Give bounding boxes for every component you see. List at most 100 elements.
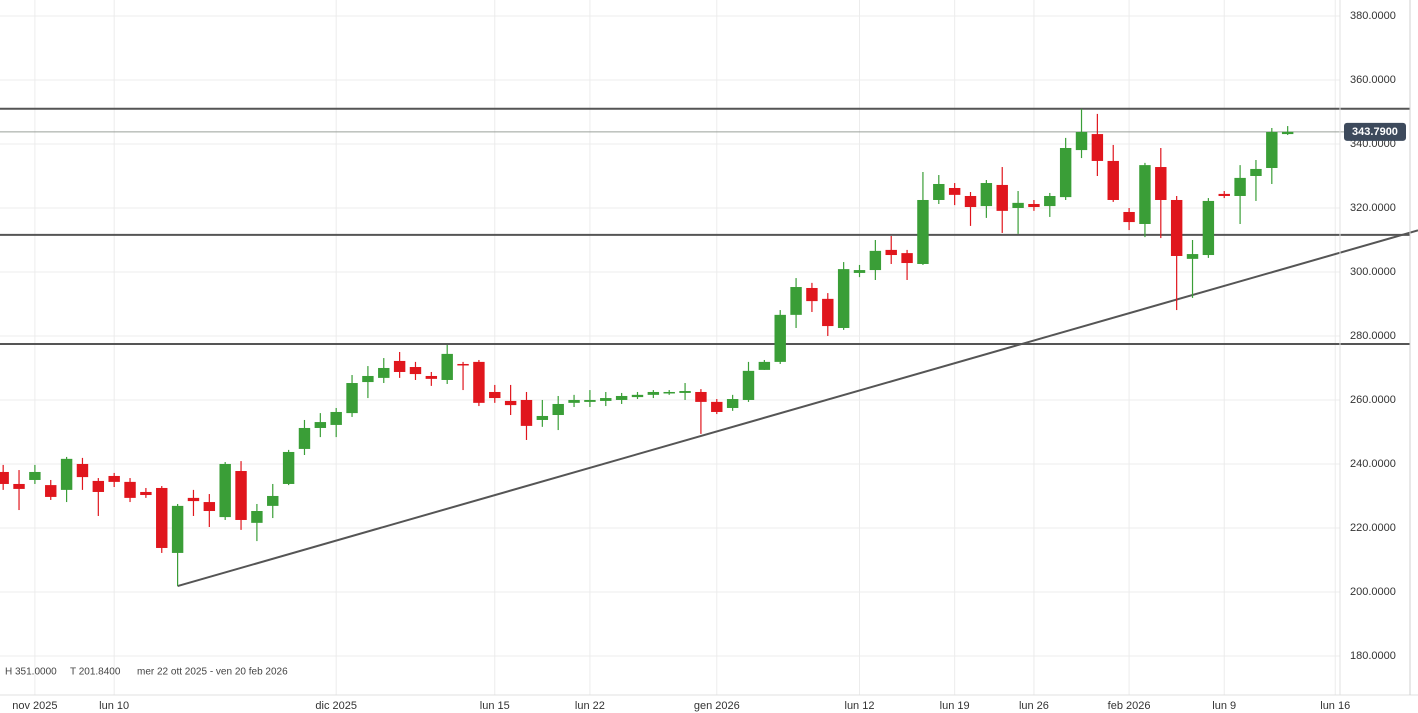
candle-body xyxy=(742,370,755,400)
candle-body xyxy=(790,287,802,315)
candle-body xyxy=(1155,167,1167,200)
candle-body xyxy=(1059,147,1072,198)
grid xyxy=(0,0,1340,695)
x-tick-label: lun 19 xyxy=(940,700,970,712)
y-tick-label: 300.0000 xyxy=(1350,266,1396,278)
summary-text: H 351.0000 xyxy=(5,667,57,678)
x-tick-label: gen 2026 xyxy=(694,700,740,712)
candle-body xyxy=(282,451,295,484)
candle-body xyxy=(663,391,675,394)
x-tick-label: nov 2025 xyxy=(12,700,57,712)
candle-body xyxy=(885,249,897,256)
candle-body xyxy=(695,391,707,402)
summary-text: T 201.8400 xyxy=(70,667,121,678)
candle-body xyxy=(13,483,25,489)
y-tick-label: 320.0000 xyxy=(1350,202,1396,214)
y-tick-label: 240.0000 xyxy=(1350,458,1396,470)
x-tick-label: lun 26 xyxy=(1019,700,1049,712)
candle-body xyxy=(489,391,501,399)
candle-body xyxy=(251,511,263,523)
x-tick-label: dic 2025 xyxy=(315,700,357,712)
candle-body xyxy=(346,383,358,414)
candle-body xyxy=(187,497,200,502)
candle-body xyxy=(917,199,929,264)
candle-body xyxy=(60,458,73,490)
candle-body xyxy=(1266,131,1278,168)
candle-body xyxy=(584,399,596,402)
candle-body xyxy=(600,398,612,401)
candle-body xyxy=(1202,200,1215,256)
candle-body xyxy=(964,195,977,208)
trendline xyxy=(177,229,1418,588)
candle-body xyxy=(615,395,628,400)
candle-body xyxy=(1281,131,1294,135)
candle-body xyxy=(203,502,216,512)
candle-body xyxy=(0,471,9,484)
candle-body xyxy=(362,375,374,383)
x-tick-label: lun 12 xyxy=(845,700,875,712)
plot xyxy=(0,107,1418,588)
candle-body xyxy=(1028,203,1040,208)
candle-body xyxy=(568,399,580,403)
candle-body xyxy=(425,375,438,379)
candle-body xyxy=(1139,165,1151,224)
y-tick-label: 360.0000 xyxy=(1350,74,1396,86)
candle-body xyxy=(948,187,961,195)
last-price-label: 343.7900 xyxy=(1352,126,1398,138)
y-tick-label: 260.0000 xyxy=(1350,394,1396,406)
y-tick-label: 340.0000 xyxy=(1350,138,1396,150)
candle-body xyxy=(108,475,120,482)
candle-body xyxy=(473,361,485,403)
summary-text: mer 22 ott 2025 - ven 20 feb 2026 xyxy=(137,667,288,678)
candle-body xyxy=(726,399,739,408)
candle-body xyxy=(774,314,786,362)
x-tick-label: lun 16 xyxy=(1320,700,1350,712)
candle-body xyxy=(536,415,549,420)
x-tick-label: lun 9 xyxy=(1212,700,1236,712)
y-tick-label: 180.0000 xyxy=(1350,650,1396,662)
candle-body xyxy=(1107,160,1119,200)
candle-body xyxy=(219,463,231,518)
candle-body xyxy=(1075,131,1088,151)
y-tick-label: 220.0000 xyxy=(1350,522,1396,534)
candle-body xyxy=(504,400,517,406)
candle-body xyxy=(631,394,644,398)
candle-body xyxy=(124,481,136,498)
candle-body xyxy=(29,471,41,480)
candle-body xyxy=(140,491,152,496)
candle-body xyxy=(45,485,57,497)
y-tick-label: 200.0000 xyxy=(1350,586,1396,598)
candle-body xyxy=(76,463,89,478)
candle-body xyxy=(933,183,945,200)
candle-body xyxy=(457,363,469,366)
candle-body xyxy=(1218,193,1230,196)
candle-body xyxy=(758,361,771,370)
candle-body xyxy=(235,471,247,520)
candle-body xyxy=(314,422,327,428)
candle-body xyxy=(711,401,723,412)
candle-body xyxy=(1234,177,1246,196)
candle-body xyxy=(1250,168,1262,176)
candle-body xyxy=(853,270,866,273)
candle-body xyxy=(1123,211,1135,223)
candle-body xyxy=(520,399,533,426)
candle-body xyxy=(1170,199,1183,256)
candle-body xyxy=(1044,195,1056,207)
candle-body xyxy=(298,427,311,449)
candle-body xyxy=(1012,202,1024,208)
candle-body xyxy=(156,487,168,548)
candle-body xyxy=(409,367,422,375)
candle-body xyxy=(806,287,818,302)
candle-body xyxy=(679,391,691,393)
last-price-tag xyxy=(1344,122,1406,141)
candle-body xyxy=(980,183,993,207)
candle-body xyxy=(901,253,913,264)
candle-body xyxy=(837,269,850,328)
candle-body xyxy=(267,495,279,506)
candle-body xyxy=(441,353,453,380)
candle-body xyxy=(996,184,1008,211)
x-tick-label: lun 22 xyxy=(575,700,605,712)
y-tick-label: 280.0000 xyxy=(1350,330,1396,342)
